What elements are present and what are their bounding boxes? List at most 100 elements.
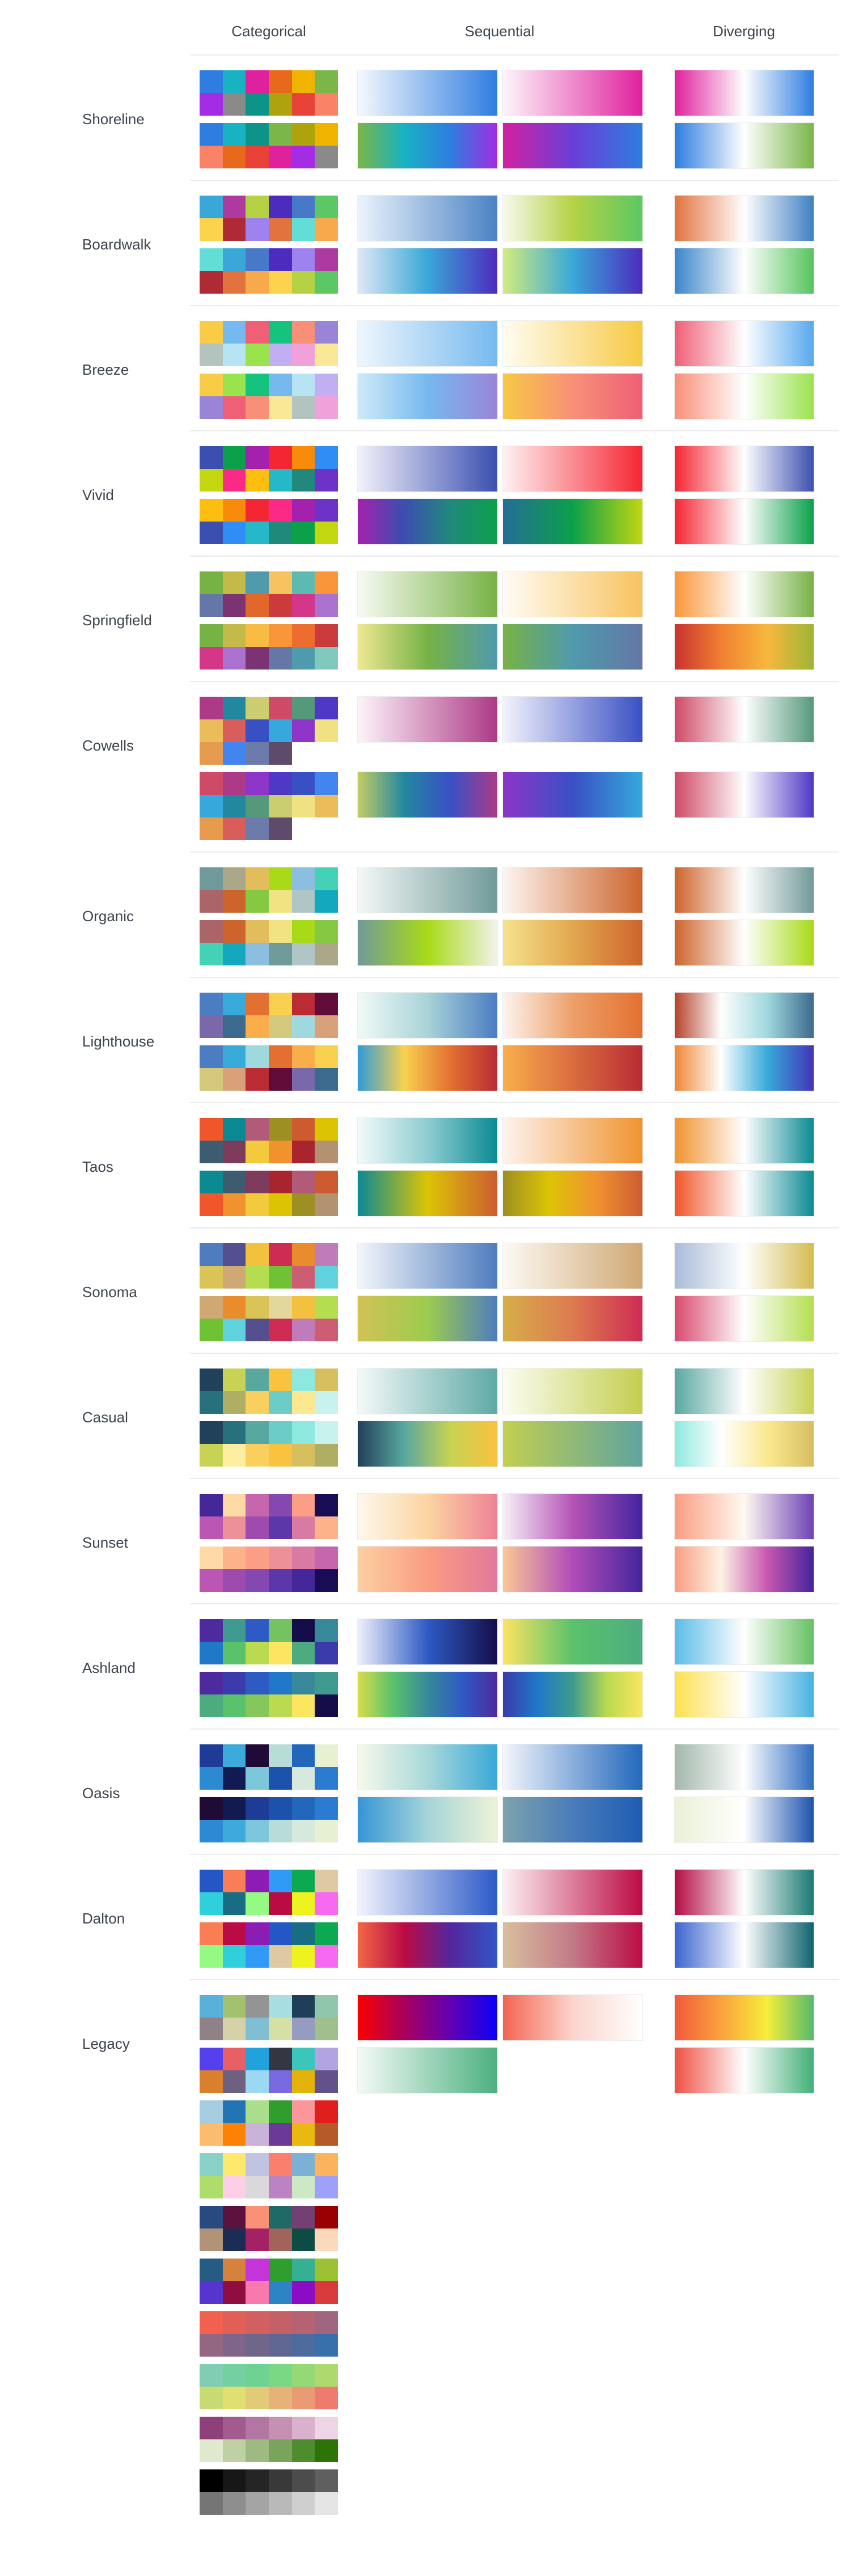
sequential-palette-bar[interactable]	[358, 1547, 497, 1592]
sequential-palette-bar[interactable]	[503, 1296, 642, 1341]
categorical-palette[interactable]	[200, 499, 338, 544]
diverging-palette-bar[interactable]	[675, 920, 814, 965]
sequential-palette-bar[interactable]	[503, 920, 642, 965]
diverging-palette-bar[interactable]	[675, 1494, 814, 1539]
categorical-palette[interactable]	[200, 993, 338, 1038]
sequential-palette-bar[interactable]	[358, 772, 497, 817]
diverging-palette-bar[interactable]	[675, 1368, 814, 1414]
sequential-palette-bar[interactable]	[358, 499, 497, 544]
sequential-palette-bar[interactable]	[358, 920, 497, 965]
diverging-palette-bar[interactable]	[675, 571, 814, 617]
categorical-palette[interactable]	[200, 1619, 338, 1664]
categorical-palette[interactable]	[200, 1045, 338, 1091]
sequential-palette-bar[interactable]	[503, 624, 642, 670]
sequential-palette-bar[interactable]	[358, 1797, 497, 1842]
categorical-palette[interactable]	[200, 1922, 338, 1968]
sequential-palette-bar[interactable]	[503, 1368, 642, 1414]
diverging-palette-bar[interactable]	[675, 1045, 814, 1091]
diverging-palette-bar[interactable]	[675, 1672, 814, 1717]
categorical-palette[interactable]	[200, 1547, 338, 1592]
sequential-palette-bar[interactable]	[358, 624, 497, 670]
sequential-palette-bar[interactable]	[503, 1672, 642, 1717]
diverging-palette-bar[interactable]	[675, 248, 814, 294]
categorical-palette[interactable]	[200, 1368, 338, 1414]
sequential-palette-bar[interactable]	[503, 321, 642, 366]
sequential-palette-bar[interactable]	[358, 123, 497, 168]
sequential-palette-bar[interactable]	[503, 374, 642, 419]
categorical-palette[interactable]	[200, 1421, 338, 1467]
categorical-palette[interactable]	[200, 196, 338, 241]
diverging-palette-bar[interactable]	[675, 196, 814, 241]
categorical-palette[interactable]	[200, 1494, 338, 1539]
diverging-palette-bar[interactable]	[675, 321, 814, 366]
categorical-palette[interactable]	[200, 374, 338, 419]
categorical-palette[interactable]	[200, 321, 338, 366]
sequential-palette-bar[interactable]	[503, 1619, 642, 1664]
sequential-palette-bar[interactable]	[358, 1296, 497, 1341]
sequential-palette-bar[interactable]	[503, 571, 642, 617]
sequential-palette-bar[interactable]	[503, 1118, 642, 1163]
sequential-palette-bar[interactable]	[503, 1547, 642, 1592]
diverging-palette-bar[interactable]	[675, 1118, 814, 1163]
diverging-palette-bar[interactable]	[675, 1619, 814, 1664]
categorical-palette[interactable]	[200, 624, 338, 670]
categorical-palette[interactable]	[200, 571, 338, 617]
diverging-palette-bar[interactable]	[675, 1744, 814, 1790]
categorical-palette[interactable]	[200, 2259, 338, 2304]
sequential-palette-bar[interactable]	[358, 248, 497, 294]
diverging-palette-bar[interactable]	[675, 697, 814, 742]
sequential-palette-bar[interactable]	[358, 1672, 497, 1717]
diverging-palette-bar[interactable]	[675, 1296, 814, 1341]
categorical-palette[interactable]	[200, 867, 338, 913]
diverging-palette-bar[interactable]	[675, 374, 814, 419]
categorical-palette[interactable]	[200, 1171, 338, 1216]
diverging-palette-bar[interactable]	[675, 1797, 814, 1842]
diverging-palette-bar[interactable]	[675, 499, 814, 544]
categorical-palette[interactable]	[200, 123, 338, 168]
categorical-palette[interactable]	[200, 1995, 338, 2040]
categorical-palette[interactable]	[200, 2364, 338, 2409]
sequential-palette-bar[interactable]	[358, 1870, 497, 1915]
diverging-palette-bar[interactable]	[675, 867, 814, 913]
categorical-palette[interactable]	[200, 2048, 338, 2093]
sequential-palette-bar[interactable]	[503, 1045, 642, 1091]
sequential-palette-bar[interactable]	[503, 993, 642, 1038]
categorical-palette[interactable]	[200, 70, 338, 116]
categorical-palette[interactable]	[200, 1243, 338, 1289]
sequential-palette-bar[interactable]	[358, 571, 497, 617]
sequential-palette-bar[interactable]	[358, 867, 497, 913]
sequential-palette-bar[interactable]	[358, 1243, 497, 1289]
sequential-palette-bar[interactable]	[503, 772, 642, 817]
sequential-palette-bar[interactable]	[358, 1744, 497, 1790]
diverging-palette-bar[interactable]	[675, 1243, 814, 1289]
diverging-palette-bar[interactable]	[675, 446, 814, 492]
sequential-palette-bar[interactable]	[358, 993, 497, 1038]
sequential-palette-bar[interactable]	[503, 1421, 642, 1467]
sequential-palette-bar[interactable]	[503, 123, 642, 168]
sequential-palette-bar[interactable]	[503, 499, 642, 544]
sequential-palette-bar[interactable]	[503, 1797, 642, 1842]
diverging-palette-bar[interactable]	[675, 1870, 814, 1915]
diverging-palette-bar[interactable]	[675, 624, 814, 670]
categorical-palette[interactable]	[200, 697, 338, 765]
sequential-palette-bar[interactable]	[358, 1922, 497, 1968]
categorical-palette[interactable]	[200, 1870, 338, 1915]
sequential-palette-bar[interactable]	[358, 1494, 497, 1539]
categorical-palette[interactable]	[200, 1744, 338, 1790]
categorical-palette[interactable]	[200, 772, 338, 840]
sequential-palette-bar[interactable]	[503, 1744, 642, 1790]
sequential-palette-bar[interactable]	[358, 1171, 497, 1216]
diverging-palette-bar[interactable]	[675, 1922, 814, 1968]
sequential-palette-bar[interactable]	[503, 1171, 642, 1216]
diverging-palette-bar[interactable]	[675, 2048, 814, 2093]
diverging-palette-bar[interactable]	[675, 123, 814, 168]
diverging-palette-bar[interactable]	[675, 772, 814, 817]
sequential-palette-bar[interactable]	[503, 248, 642, 294]
diverging-palette-bar[interactable]	[675, 1421, 814, 1467]
diverging-palette-bar[interactable]	[675, 70, 814, 116]
sequential-palette-bar[interactable]	[358, 2048, 497, 2093]
sequential-palette-bar[interactable]	[503, 446, 642, 492]
sequential-palette-bar[interactable]	[358, 196, 497, 241]
sequential-palette-bar[interactable]	[503, 1995, 642, 2040]
sequential-palette-bar[interactable]	[503, 1494, 642, 1539]
